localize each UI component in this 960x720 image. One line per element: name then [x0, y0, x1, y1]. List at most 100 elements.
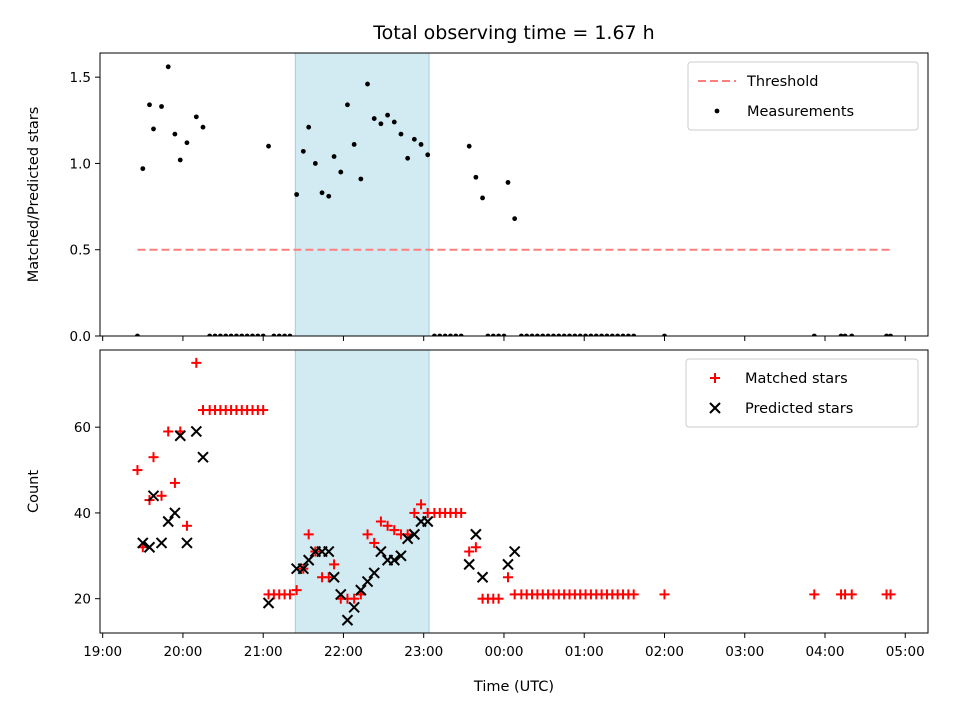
- data-point: [271, 333, 277, 336]
- data-point: [709, 402, 721, 414]
- marker-stroke: [476, 571, 489, 583]
- data-point: [191, 357, 202, 368]
- data-point: [328, 571, 340, 583]
- data-point: [405, 155, 411, 161]
- data-point: [599, 333, 605, 336]
- data-point: [345, 102, 350, 108]
- legend: Matched stars Predicted stars: [685, 358, 919, 428]
- x-tick-label: 00:00: [485, 644, 524, 660]
- data-point: [177, 157, 183, 163]
- y-tick-label: 1.5: [70, 70, 91, 86]
- data-point: [306, 124, 312, 130]
- marker-stroke: [709, 402, 721, 414]
- data-point: [583, 333, 588, 336]
- data-point: [140, 166, 146, 172]
- marker-stroke: [508, 545, 521, 558]
- marker-stroke: [328, 571, 340, 583]
- x-tick-label: 03:00: [725, 644, 764, 660]
- data-point: [842, 333, 848, 336]
- data-point: [181, 537, 193, 549]
- data-point: [375, 545, 387, 558]
- data-point: [338, 169, 344, 175]
- data-point: [262, 597, 275, 609]
- data-point: [348, 601, 360, 613]
- data-point: [432, 333, 437, 336]
- x-tick-label: 20:00: [163, 644, 202, 660]
- data-point: [331, 154, 337, 159]
- data-point: [485, 333, 491, 336]
- data-point: [502, 572, 513, 583]
- data-point: [151, 126, 156, 132]
- data-point: [470, 528, 482, 541]
- marker-stroke: [190, 425, 203, 438]
- data-point: [135, 333, 140, 336]
- data-point: [335, 588, 347, 601]
- y-tick-label: 0.5: [70, 243, 91, 259]
- marker-stroke: [197, 451, 209, 463]
- marker-stroke: [502, 558, 514, 571]
- data-point: [147, 102, 152, 108]
- marker-stroke: [155, 537, 168, 549]
- data-point: [609, 333, 615, 336]
- marker-stroke: [323, 545, 335, 558]
- data-point: [375, 516, 386, 527]
- data-point: [463, 558, 475, 571]
- data-point: [437, 333, 443, 336]
- data-point: [228, 333, 234, 336]
- data-point: [369, 537, 380, 548]
- data-point: [628, 589, 639, 600]
- data-point: [163, 426, 174, 437]
- data-point: [217, 333, 223, 336]
- data-point: [442, 333, 448, 336]
- data-point: [351, 142, 357, 147]
- marker-stroke: [341, 614, 354, 626]
- data-point: [524, 333, 530, 336]
- marker-stroke: [302, 554, 315, 566]
- data-point: [266, 143, 271, 149]
- data-point: [391, 119, 397, 125]
- data-point: [464, 546, 475, 557]
- marker-stroke: [137, 537, 149, 549]
- data-point: [319, 190, 325, 196]
- data-point: [294, 192, 300, 197]
- marker-stroke: [408, 528, 421, 541]
- data-point: [416, 499, 427, 510]
- x-tick-label: 04:00: [806, 644, 845, 660]
- data-point: [143, 541, 156, 553]
- data-point: [490, 333, 496, 336]
- chart-title: Total observing time = 1.67 h: [372, 22, 654, 44]
- axes-frame: [99, 349, 929, 634]
- legend-label: Measurements: [747, 104, 854, 120]
- data-point: [593, 333, 599, 336]
- data-point: [362, 529, 373, 540]
- marker-stroke: [181, 537, 193, 549]
- legend-box: [687, 61, 919, 131]
- x-axis-label: Time (UTC): [473, 679, 554, 695]
- x-tick-label: 05:00: [886, 644, 925, 660]
- y-tick-label: 40: [74, 506, 91, 522]
- y-tick-label: 20: [74, 592, 91, 608]
- data-point: [615, 333, 621, 336]
- marker-stroke: [147, 490, 160, 502]
- data-point: [458, 333, 464, 336]
- y-axis-label: Matched/Predicted stars: [26, 107, 42, 283]
- data-point: [302, 554, 315, 566]
- marker-stroke: [361, 575, 374, 588]
- data-point: [382, 520, 393, 531]
- marker-stroke: [348, 601, 360, 613]
- data-point: [323, 545, 335, 558]
- data-point: [466, 143, 472, 149]
- data-point: [422, 515, 434, 528]
- data-point: [137, 537, 149, 549]
- data-point: [662, 333, 667, 336]
- data-point: [470, 542, 481, 553]
- data-point: [169, 507, 181, 519]
- data-point: [473, 174, 479, 180]
- data-point: [341, 614, 354, 626]
- data-point: [401, 532, 414, 545]
- data-point: [561, 333, 567, 336]
- data-point: [409, 507, 420, 518]
- y-tick-label: 60: [74, 420, 91, 436]
- marker-stroke: [375, 545, 387, 558]
- data-point: [888, 333, 893, 336]
